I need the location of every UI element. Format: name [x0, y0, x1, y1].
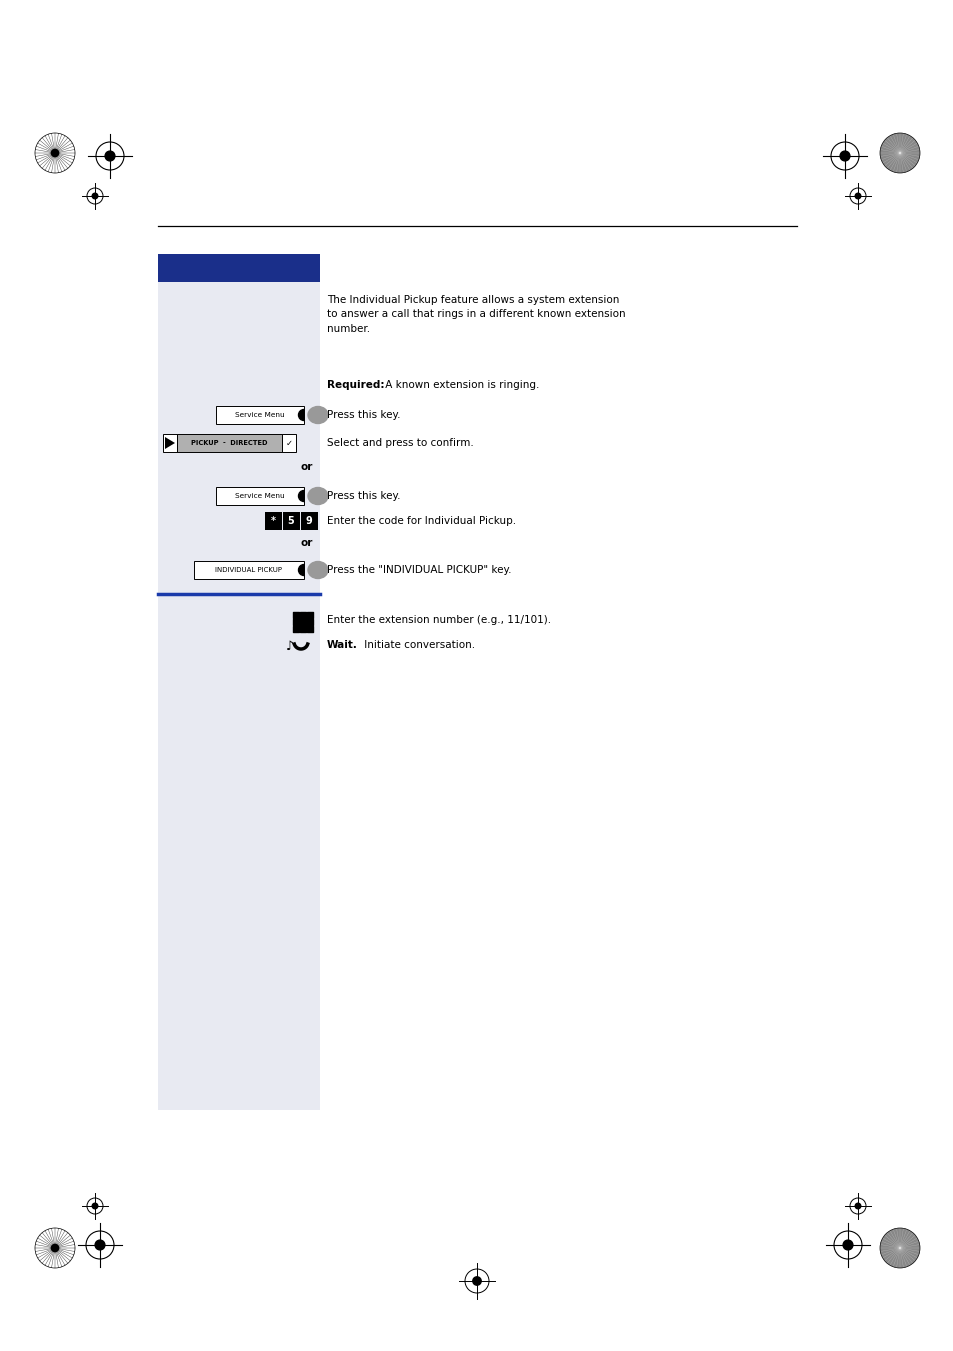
Point — [295, 611, 311, 632]
Text: Press this key.: Press this key. — [327, 409, 400, 420]
Text: Enter the code for Individual Pickup.: Enter the code for Individual Pickup. — [327, 516, 516, 526]
Text: 9: 9 — [305, 516, 312, 526]
Circle shape — [879, 1228, 919, 1269]
Text: *: * — [271, 516, 275, 526]
Text: Press this key.: Press this key. — [327, 490, 400, 501]
Text: ✓: ✓ — [285, 439, 293, 447]
Point — [295, 619, 311, 640]
Point — [288, 604, 303, 626]
FancyBboxPatch shape — [283, 512, 299, 530]
Circle shape — [92, 193, 98, 199]
FancyBboxPatch shape — [215, 486, 304, 505]
Circle shape — [51, 150, 58, 157]
Text: or: or — [300, 538, 313, 549]
Circle shape — [854, 193, 860, 199]
Text: Initiate conversation.: Initiate conversation. — [360, 640, 475, 650]
Point — [288, 611, 303, 632]
Polygon shape — [163, 434, 177, 453]
Ellipse shape — [308, 488, 328, 504]
Polygon shape — [165, 436, 174, 449]
Wedge shape — [298, 490, 304, 501]
FancyBboxPatch shape — [177, 434, 282, 453]
Point — [295, 604, 311, 626]
FancyBboxPatch shape — [158, 282, 319, 1111]
Text: ♪: ♪ — [286, 639, 294, 653]
Text: The Individual Pickup feature allows a system extension
to answer a call that ri: The Individual Pickup feature allows a s… — [327, 295, 625, 334]
Circle shape — [840, 151, 849, 161]
FancyBboxPatch shape — [215, 407, 304, 424]
Text: INDIVIDUAL PICKUP: INDIVIDUAL PICKUP — [215, 567, 282, 573]
Text: Enter the extension number (e.g., 11/101).: Enter the extension number (e.g., 11/101… — [327, 615, 551, 626]
Wedge shape — [298, 409, 304, 420]
Circle shape — [92, 1204, 98, 1209]
Text: Service Menu: Service Menu — [235, 493, 285, 499]
Circle shape — [105, 151, 114, 161]
Text: Required:: Required: — [327, 380, 384, 390]
Point — [302, 619, 317, 640]
Circle shape — [95, 1240, 105, 1250]
Wedge shape — [298, 565, 304, 576]
Text: Select and press to confirm.: Select and press to confirm. — [327, 438, 474, 449]
FancyBboxPatch shape — [301, 512, 317, 530]
Text: A known extension is ringing.: A known extension is ringing. — [381, 380, 538, 390]
Circle shape — [854, 1204, 860, 1209]
Point — [288, 619, 303, 640]
Text: or: or — [300, 462, 313, 471]
Text: 5: 5 — [287, 516, 294, 526]
Text: Wait.: Wait. — [327, 640, 357, 650]
FancyBboxPatch shape — [193, 561, 304, 580]
Circle shape — [842, 1240, 852, 1250]
Text: Press the "INDIVIDUAL PICKUP" key.: Press the "INDIVIDUAL PICKUP" key. — [327, 565, 511, 576]
FancyBboxPatch shape — [265, 512, 282, 530]
FancyBboxPatch shape — [158, 254, 319, 282]
Point — [302, 611, 317, 632]
Circle shape — [879, 132, 919, 173]
Point — [302, 604, 317, 626]
Ellipse shape — [308, 562, 328, 578]
FancyBboxPatch shape — [282, 434, 295, 453]
Ellipse shape — [308, 407, 328, 423]
Circle shape — [473, 1277, 480, 1285]
Circle shape — [51, 1244, 58, 1251]
Text: Service Menu: Service Menu — [235, 412, 285, 417]
Text: PICKUP  -  DIRECTED: PICKUP - DIRECTED — [191, 440, 267, 446]
